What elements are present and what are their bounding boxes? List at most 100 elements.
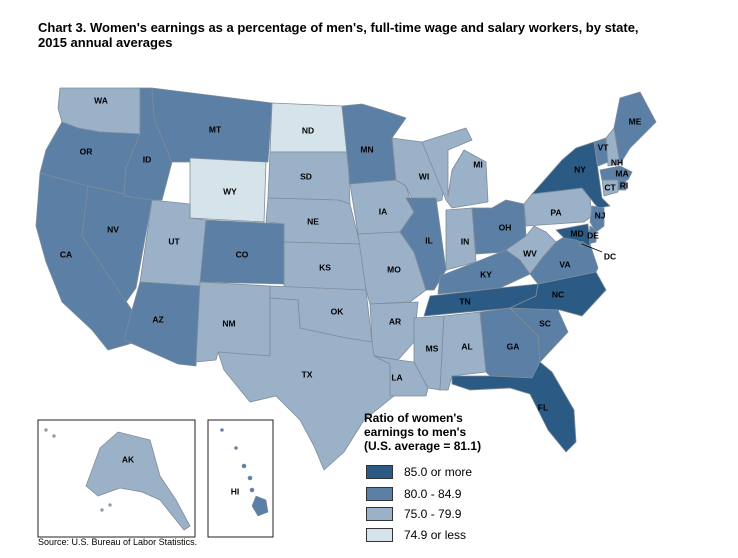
state-AK-island xyxy=(52,434,56,438)
state-AK-island xyxy=(100,508,104,512)
label-WA: WA xyxy=(94,95,108,105)
chart-title-line-1: Chart 3. Women's earnings as a percentag… xyxy=(38,20,639,35)
label-NE: NE xyxy=(307,216,319,226)
state-AK-island xyxy=(44,428,48,432)
state-CT xyxy=(601,179,619,197)
state-LA xyxy=(373,355,429,397)
label-FL: FL xyxy=(538,402,548,412)
state-IL xyxy=(399,197,447,291)
label-KY: KY xyxy=(480,269,492,279)
label-DC: DC xyxy=(604,251,616,261)
legend-item-85-or-more: 85.0 or more xyxy=(364,465,564,479)
state-FL xyxy=(451,361,577,453)
legend-swatch xyxy=(366,465,393,479)
state-MI xyxy=(421,127,489,209)
label-OH: OH xyxy=(499,222,512,232)
label-IN: IN xyxy=(461,236,470,246)
label-NM: NM xyxy=(222,318,235,328)
state-NY xyxy=(531,141,611,209)
label-AK: AK xyxy=(122,454,135,464)
chart-title-line-2: 2015 annual averages xyxy=(38,35,173,50)
label-NY: NY xyxy=(574,164,586,174)
label-TX: TX xyxy=(302,369,313,379)
state-AK xyxy=(85,431,191,531)
label-TN: TN xyxy=(459,296,470,306)
state-HI-island xyxy=(249,487,255,493)
state-TX xyxy=(217,297,395,471)
label-NH: NH xyxy=(611,157,623,167)
label-NC: NC xyxy=(552,289,564,299)
state-MS xyxy=(413,315,445,391)
label-WV: WV xyxy=(523,248,537,258)
label-AR: AR xyxy=(389,316,401,326)
state-NJ xyxy=(589,205,605,233)
legend-swatch xyxy=(366,507,393,521)
legend-item-74-or-less: 74.9 or less xyxy=(364,528,564,542)
label-VA: VA xyxy=(559,259,570,269)
legend-swatch xyxy=(366,528,393,542)
legend-title: Ratio of women's earnings to men's (U.S.… xyxy=(364,411,564,453)
state-MA xyxy=(599,165,633,181)
legend-label: 85.0 or more xyxy=(404,465,473,479)
label-ID: ID xyxy=(143,154,152,164)
label-AL: AL xyxy=(461,341,472,351)
label-CO: CO xyxy=(236,249,249,259)
label-KS: KS xyxy=(319,262,331,272)
label-IL: IL xyxy=(425,235,433,245)
label-WY: WY xyxy=(223,186,237,196)
state-HI-island xyxy=(241,463,247,469)
label-VT: VT xyxy=(598,142,610,152)
label-MS: MS xyxy=(426,343,439,353)
label-AZ: AZ xyxy=(152,314,163,324)
label-MN: MN xyxy=(360,144,373,154)
state-HI xyxy=(251,495,269,517)
label-GA: GA xyxy=(507,341,520,351)
label-MT: MT xyxy=(209,124,222,134)
label-ME: ME xyxy=(629,116,642,126)
label-SD: SD xyxy=(300,171,312,181)
legend-swatch xyxy=(366,487,393,501)
label-IA: IA xyxy=(379,206,388,216)
state-OH xyxy=(471,199,527,255)
legend-label: 75.0 - 79.9 xyxy=(404,507,462,521)
label-MO: MO xyxy=(387,264,401,274)
label-HI: HI xyxy=(231,486,240,496)
dc-leader-line xyxy=(581,243,603,253)
hawaii-inset-frame xyxy=(207,419,274,538)
state-AK-island xyxy=(108,503,112,507)
label-SC: SC xyxy=(539,318,551,328)
label-RI: RI xyxy=(620,180,629,190)
state-AR xyxy=(369,301,419,361)
state-ME xyxy=(613,91,657,165)
label-DE: DE xyxy=(587,230,599,240)
state-WY xyxy=(189,157,267,223)
legend-item-75-to-79: 75.0 - 79.9 xyxy=(364,507,564,521)
state-HI-island xyxy=(234,446,238,450)
legend-title-line-3: (U.S. average = 81.1) xyxy=(364,439,482,453)
source-note: Source: U.S. Bureau of Labor Statistics. xyxy=(38,537,198,547)
chart-title: Chart 3. Women's earnings as a percentag… xyxy=(38,20,718,50)
label-OR: OR xyxy=(80,146,93,156)
label-WI: WI xyxy=(419,171,429,181)
legend-item-80-to-84: 80.0 - 84.9 xyxy=(364,487,564,501)
label-UT: UT xyxy=(168,236,180,246)
label-PA: PA xyxy=(550,207,561,217)
legend: Ratio of women's earnings to men's (U.S.… xyxy=(364,411,564,542)
state-HI-island xyxy=(220,428,224,432)
legend-label: 80.0 - 84.9 xyxy=(404,487,462,501)
state-NC xyxy=(509,271,607,317)
label-NV: NV xyxy=(107,224,119,234)
label-CT: CT xyxy=(604,182,616,192)
label-OK: OK xyxy=(331,306,345,316)
label-CA: CA xyxy=(60,249,72,259)
label-LA: LA xyxy=(391,372,402,382)
state-HI-island xyxy=(247,475,253,481)
label-ND: ND xyxy=(302,125,314,135)
legend-title-line-2: earnings to men's xyxy=(364,425,467,439)
legend-label: 74.9 or less xyxy=(404,528,467,542)
label-NJ: NJ xyxy=(595,210,606,220)
label-MA: MA xyxy=(615,168,628,178)
legend-title-line-1: Ratio of women's xyxy=(364,411,463,425)
label-MD: MD xyxy=(570,228,583,238)
